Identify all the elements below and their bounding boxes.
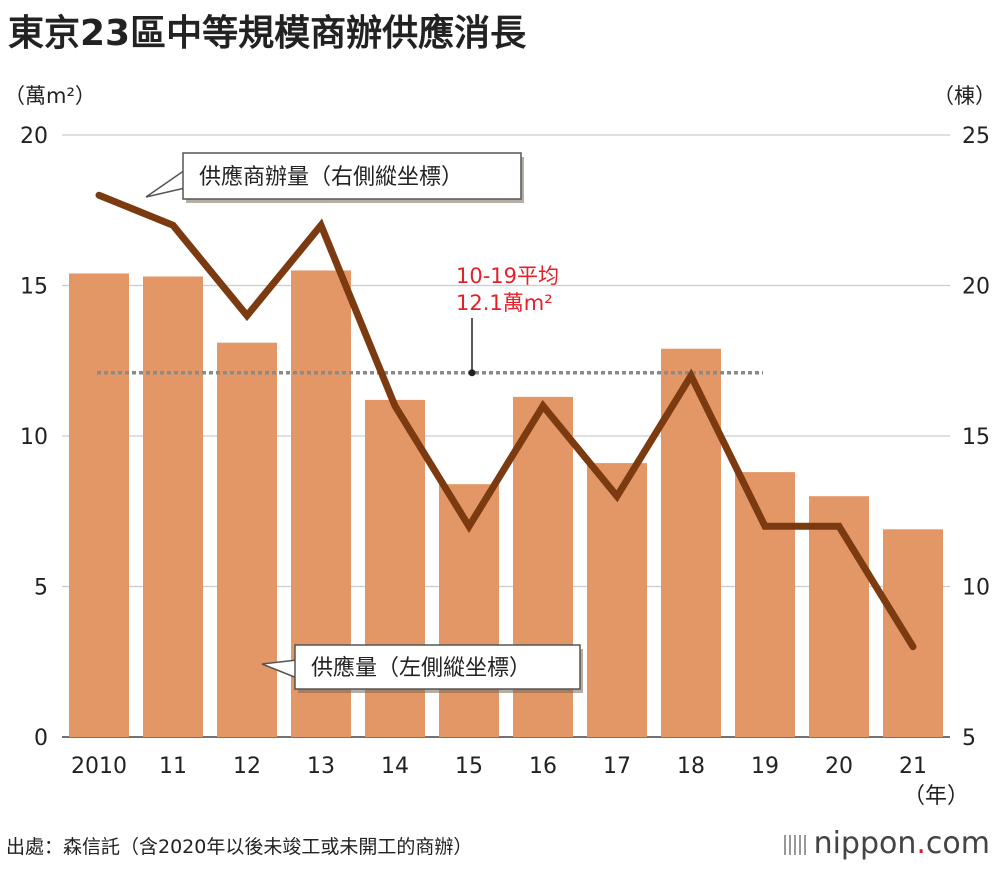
callout-tail bbox=[261, 659, 298, 679]
nippon-logo: nippon.com bbox=[783, 826, 990, 861]
bar bbox=[735, 472, 795, 737]
x-tick-label: 21 bbox=[899, 754, 927, 779]
left-tick-label: 10 bbox=[20, 425, 48, 450]
bar bbox=[809, 496, 869, 737]
bar bbox=[143, 276, 203, 737]
x-tick-label: 11 bbox=[159, 754, 187, 779]
callout-label: 供應商辦量（右側縱坐標） bbox=[199, 164, 463, 190]
line-series bbox=[95, 191, 917, 651]
right-tick-label: 20 bbox=[962, 275, 990, 300]
callout-box bbox=[294, 644, 581, 690]
line-series-legend: 供應商辦量（右側縱坐標） bbox=[145, 152, 524, 203]
callout-tail bbox=[145, 169, 186, 198]
x-axis-unit: （年） bbox=[903, 784, 969, 809]
right-tick-label: 10 bbox=[962, 576, 990, 601]
average-label-line2: 12.1萬m² bbox=[456, 291, 553, 315]
right-axis-unit: （棟） bbox=[933, 84, 996, 108]
left-axis-unit: （萬m²） bbox=[4, 84, 96, 108]
bar bbox=[217, 342, 277, 737]
x-tick-label: 17 bbox=[603, 754, 631, 779]
x-tick-label: 13 bbox=[307, 754, 335, 779]
logo-bars-icon bbox=[783, 835, 808, 855]
average-label-line1: 10-19平均 bbox=[456, 264, 559, 288]
x-tick-label: 15 bbox=[455, 754, 483, 779]
left-tick-label: 20 bbox=[20, 124, 48, 149]
x-tick-label: 18 bbox=[677, 754, 705, 779]
bar bbox=[587, 463, 647, 737]
right-tick-label: 15 bbox=[962, 425, 990, 450]
callout-box bbox=[182, 152, 522, 200]
x-tick-label: 14 bbox=[381, 754, 409, 779]
bar-series-legend: 供應量（左側縱坐標） bbox=[261, 644, 583, 693]
bar bbox=[883, 529, 943, 737]
x-tick-label: 12 bbox=[233, 754, 261, 779]
x-tick-label: 2010 bbox=[71, 754, 127, 779]
left-tick-label: 5 bbox=[34, 576, 48, 601]
average-pointer-dot bbox=[468, 369, 476, 377]
x-tick-label: 20 bbox=[825, 754, 853, 779]
left-tick-label: 0 bbox=[34, 726, 48, 751]
source-note: 出處：森信託（含2020年以後未竣工或未開工的商辦） bbox=[6, 836, 473, 858]
chart-title: 東京23區中等規模商辦供應消長 bbox=[8, 13, 527, 54]
left-tick-label: 15 bbox=[20, 275, 48, 300]
right-tick-label: 25 bbox=[962, 124, 990, 149]
right-tick-label: 5 bbox=[962, 726, 976, 751]
bar bbox=[69, 273, 129, 737]
x-tick-label: 16 bbox=[529, 754, 557, 779]
x-tick-label: 19 bbox=[751, 754, 779, 779]
callout-label: 供應量（左側縱坐標） bbox=[311, 655, 531, 681]
chart: （萬m²） （棟） 0 5 10 15 20 5 10 15 20 25 10-19平均 12.1… bbox=[4, 84, 996, 809]
